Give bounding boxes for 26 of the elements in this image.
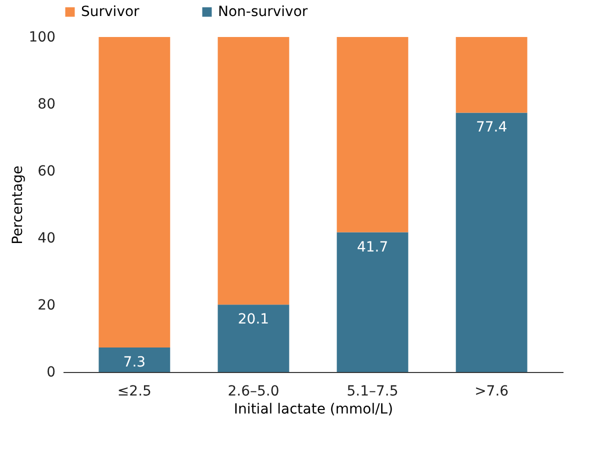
bar <box>218 304 290 372</box>
bar <box>336 232 408 372</box>
y-tick-label: 0 <box>46 364 56 380</box>
x-tick-label: ≤2.5 <box>117 384 152 400</box>
legend-label: Non-survivor <box>218 4 308 20</box>
y-tick-label: 20 <box>38 298 56 314</box>
y-tick-label: 40 <box>38 230 56 246</box>
data-label: 41.7 <box>356 239 388 256</box>
y-axis-title: Percentage <box>10 166 26 244</box>
bar <box>218 37 290 305</box>
data-label: 77.4 <box>476 120 508 136</box>
x-tick-label: 5.1–7.5 <box>346 384 398 400</box>
bar <box>98 348 170 372</box>
x-axis-title: Initial lactate (mmol/L) <box>234 402 394 418</box>
legend-label: Survivor <box>81 4 140 20</box>
x-tick-label: 2.6–5.0 <box>228 384 280 400</box>
data-label: 7.3 <box>123 354 146 371</box>
y-tick-label: 100 <box>28 30 56 46</box>
x-tick-label: >7.6 <box>474 384 509 400</box>
data-label: 20.1 <box>238 312 270 328</box>
bar <box>456 112 528 372</box>
bar <box>456 37 528 113</box>
y-tick-label: 80 <box>38 96 56 112</box>
bar <box>98 37 170 348</box>
y-tick-label: 60 <box>38 164 56 180</box>
bar <box>336 37 408 232</box>
